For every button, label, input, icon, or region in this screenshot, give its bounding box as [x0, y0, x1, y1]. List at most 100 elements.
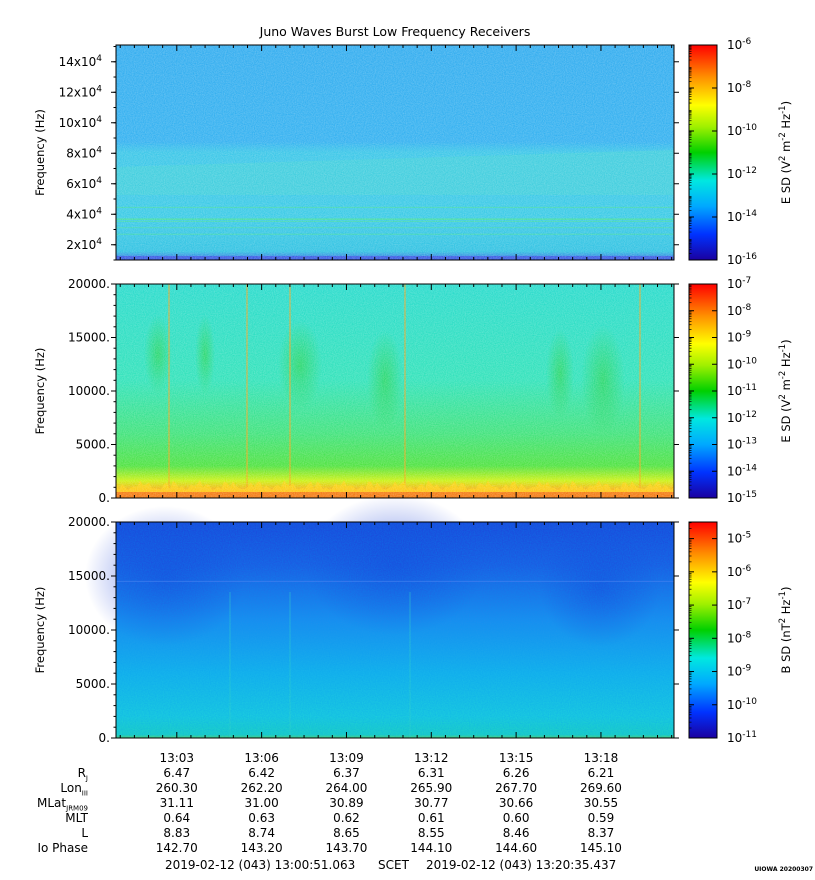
ephemeris-value: 262.20 — [240, 781, 283, 795]
colorbar-frame — [688, 521, 718, 739]
ephemeris-value: 6.21 — [587, 766, 615, 780]
speckle-texture — [116, 45, 674, 260]
speckle-texture — [116, 284, 674, 498]
colorbar-label: E SD (V2 m-2 Hz-1) — [778, 101, 793, 204]
colorbar-tick-label: 10-9 — [727, 664, 752, 679]
spectrogram-panel-top — [116, 45, 674, 260]
ephemeris-value: 6.31 — [417, 766, 445, 780]
ephemeris-label: MLatJRM09 — [37, 796, 88, 813]
time-tick-label: 13:18 — [584, 751, 619, 765]
y-tick-label: 10000. — [68, 384, 110, 398]
ephemeris-value: 6.42 — [248, 766, 275, 780]
colorbar-tick-label: 10-7 — [727, 597, 751, 612]
ephemeris-value: 30.55 — [583, 796, 619, 810]
colorbar-tick-label: 10-10 — [727, 123, 757, 138]
ephemeris-value: 0.59 — [587, 811, 615, 825]
colorbar-label: E SD (V2 m-2 Hz-1) — [778, 339, 793, 442]
y-tick-label: 15000. — [68, 331, 110, 345]
ephemeris-value: 0.61 — [417, 811, 445, 825]
ephemeris-value: 269.60 — [579, 781, 622, 795]
ephemeris-value: 260.30 — [155, 781, 198, 795]
time-tick-label: 13:15 — [499, 751, 534, 765]
ephemeris-value: 8.83 — [163, 826, 191, 840]
colorbar-tick-label: 10-10 — [727, 697, 757, 712]
footer-end-time: 2019-02-12 (043) 13:20:35.437 — [426, 858, 617, 872]
y-tick-label: 0. — [99, 731, 110, 745]
y-axis-label: Frequency (Hz) — [33, 109, 47, 196]
ephemeris-value: 8.55 — [417, 826, 445, 840]
colorbar-tick-label: 10-14 — [727, 209, 757, 224]
time-tick-label: 13:06 — [244, 751, 279, 765]
colorbar-tick-label: 10-14 — [727, 463, 757, 478]
colorbar-tick-label: 10-10 — [727, 356, 757, 371]
time-tick-label: 13:09 — [329, 751, 364, 765]
ephemeris-value: 0.62 — [333, 811, 360, 825]
ephemeris-value: 6.47 — [163, 766, 191, 780]
colorbar-tick-label: 10-12 — [727, 166, 757, 181]
colorbar-label: B SD (nT2 Hz-1) — [778, 587, 793, 674]
colorbar-tick-label: 10-8 — [727, 630, 752, 645]
ephemeris-value: 6.37 — [333, 766, 360, 780]
spectrogram-panel-middle — [116, 284, 674, 498]
y-axis-label: Frequency (Hz) — [33, 348, 47, 435]
ephemeris-value: 0.63 — [248, 811, 275, 825]
ephemeris-label: MLT — [65, 811, 88, 825]
y-tick-label: 2x104 — [66, 237, 102, 252]
ephemeris-value: 6.26 — [502, 766, 530, 780]
ephemeris-value: 31.11 — [159, 796, 194, 810]
y-tick-label: 4x104 — [66, 206, 102, 221]
colorbar-tick-label: 10-6 — [727, 37, 752, 52]
ephemeris-value: 8.74 — [248, 826, 275, 840]
y-tick-label: 20000. — [68, 515, 110, 529]
y-axis-label: Frequency (Hz) — [33, 587, 47, 674]
colorbar — [689, 45, 717, 260]
y-tick-label: 8x104 — [66, 145, 102, 160]
ephemeris-value: 30.77 — [414, 796, 449, 810]
y-tick-label: 5000. — [76, 438, 110, 452]
colorbar-tick-label: 10-11 — [727, 730, 757, 745]
colorbar-tick-label: 10-11 — [727, 383, 757, 398]
ephemeris-value: 0.64 — [163, 811, 191, 825]
speckle-texture — [116, 522, 674, 738]
ephemeris-value: 267.70 — [495, 781, 538, 795]
colorbar-tick-label: 10-15 — [727, 490, 757, 505]
footer-start-time: 2019-02-12 (043) 13:00:51.063 — [165, 858, 356, 872]
y-tick-label: 10x104 — [59, 115, 103, 130]
time-tick-label: 13:03 — [159, 751, 194, 765]
y-tick-label: 14x104 — [59, 54, 103, 69]
ephemeris-value: 8.65 — [333, 826, 360, 840]
ephemeris-value: 30.66 — [498, 796, 534, 810]
ephemeris-value: 8.37 — [587, 826, 615, 840]
time-tick-label: 13:12 — [414, 751, 449, 765]
colorbar-tick-label: 10-9 — [727, 330, 752, 345]
ephemeris-value: 143.20 — [240, 841, 283, 855]
y-tick-label: 20000. — [68, 277, 110, 291]
colorbar-frame — [688, 44, 718, 261]
colorbar-tick-label: 10-12 — [727, 410, 757, 425]
y-tick-label: 0. — [99, 491, 110, 505]
ephemeris-value: 30.89 — [329, 796, 364, 810]
colorbar-tick-label: 10-8 — [727, 80, 752, 95]
ephemeris-value: 265.90 — [410, 781, 453, 795]
ephemeris-label: L — [81, 826, 88, 840]
y-tick-label: 15000. — [68, 569, 110, 583]
colorbar-tick-label: 10-8 — [727, 303, 752, 318]
ephemeris-value: 144.10 — [410, 841, 453, 855]
spectrogram-panel-bottom — [85, 495, 674, 738]
ephemeris-value: 8.46 — [502, 826, 530, 840]
y-tick-label: 5000. — [76, 677, 110, 691]
ephemeris-value: 143.70 — [325, 841, 368, 855]
ephemeris-value: 264.00 — [325, 781, 368, 795]
colorbar-tick-label: 10-5 — [727, 531, 751, 546]
colorbar-tick-label: 10-16 — [727, 252, 757, 267]
colorbar-tick-label: 10-6 — [727, 564, 752, 579]
ephemeris-label: RJ — [77, 766, 88, 783]
colorbar-tick-label: 10-13 — [727, 437, 757, 452]
ephemeris-value: 142.70 — [155, 841, 198, 855]
y-tick-label: 12x104 — [59, 84, 103, 99]
footer-scet-label: SCET — [378, 858, 409, 872]
y-tick-label: 10000. — [68, 623, 110, 637]
ephemeris-value: 31.00 — [244, 796, 279, 810]
uiowa-stamp: UIOWA 20200307 — [754, 866, 813, 873]
